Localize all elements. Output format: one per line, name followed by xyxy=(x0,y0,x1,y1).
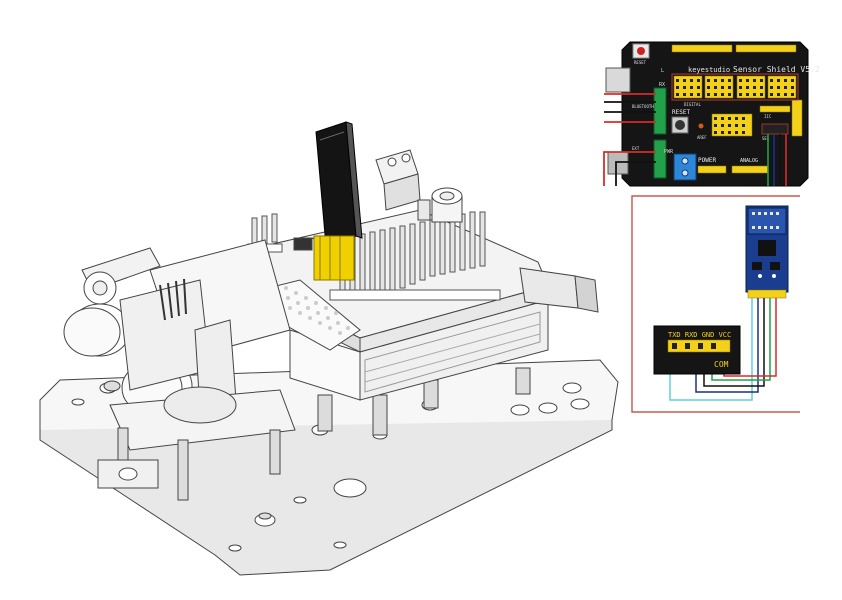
terminal-block xyxy=(375,149,421,211)
bt-module-pins xyxy=(747,289,787,299)
header-pins xyxy=(676,79,794,134)
pin-labels: TXD RXD GND VCC xyxy=(668,331,731,339)
reset-icon xyxy=(637,47,645,55)
module-pin-plate: TXD RXD GND VCC COM xyxy=(653,325,741,375)
robot-assembly xyxy=(39,121,619,576)
led-indicator xyxy=(698,123,704,129)
analog-header xyxy=(731,165,769,174)
bt-label: BLUETOOTH xyxy=(632,104,654,109)
servo-mount xyxy=(97,380,296,501)
power-terminal xyxy=(673,153,697,181)
power-header xyxy=(697,165,727,174)
com-label: COM xyxy=(714,360,729,369)
bluetooth-module-3d xyxy=(293,121,363,281)
ultrasonic-sensor xyxy=(63,239,291,415)
brand-label: keyestudio xyxy=(688,66,730,74)
digital-highlight xyxy=(671,73,799,101)
dc-jack xyxy=(607,151,629,175)
capacitor xyxy=(417,187,463,223)
sel-header xyxy=(761,123,789,135)
standoffs xyxy=(317,367,531,436)
sel-label: SEL xyxy=(762,136,770,141)
iic-label: IIC xyxy=(764,114,772,119)
ext-label: EXT xyxy=(632,146,640,151)
shield-title: Sensor Shield V5.2 xyxy=(733,65,820,74)
power-port xyxy=(653,139,667,179)
rx-label: RX xyxy=(659,82,665,88)
reset-small-label: RESET xyxy=(634,60,647,65)
iic-header xyxy=(759,105,791,113)
bluetooth-module xyxy=(745,205,789,299)
reset-label: RESET xyxy=(672,109,690,116)
ref-label: AREF xyxy=(697,135,707,140)
shield-input-wires xyxy=(603,93,656,186)
shield-pin-headers xyxy=(247,211,501,301)
usb-port xyxy=(605,67,631,93)
led-label: L xyxy=(661,68,664,74)
reset-button-icon xyxy=(675,120,685,130)
sensor-shield: RESET keyestudio Sensor Shield V5.2 L RX… xyxy=(603,41,820,187)
bluetooth-port xyxy=(653,87,667,135)
digital-label: DIGITAL xyxy=(684,102,701,107)
power-label: POWER xyxy=(698,157,716,164)
bt-chip xyxy=(758,240,776,256)
detail-frame xyxy=(631,195,800,413)
bt-wires-top xyxy=(767,134,787,186)
analog-label: ANALOG xyxy=(740,158,758,164)
pwr-label: PWR xyxy=(664,149,674,155)
